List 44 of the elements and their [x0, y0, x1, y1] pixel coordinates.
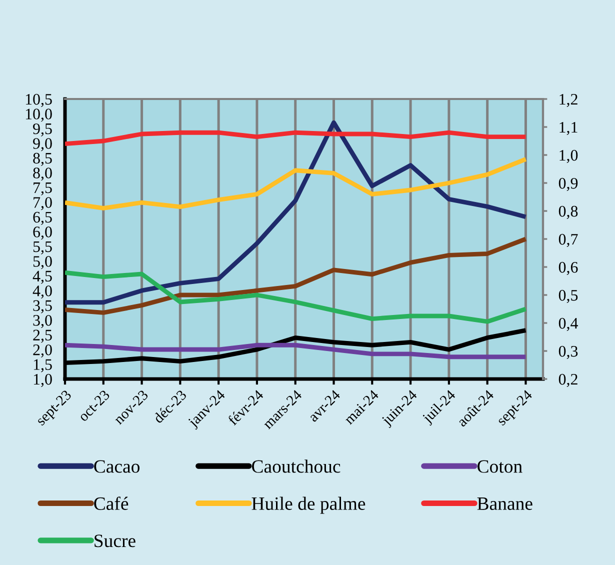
- legend-label: Café: [94, 496, 128, 510]
- y-tick-label: 4,5: [32, 270, 52, 284]
- y-tick-label: 5,5: [33, 241, 52, 254]
- y-tick-label: 6,5: [33, 212, 52, 225]
- legend-label: Cacao: [94, 460, 140, 473]
- y-tick-label: 2,0: [33, 344, 52, 358]
- line-series: [65, 270, 528, 324]
- y-tick-label: 6,0: [33, 226, 52, 240]
- y2-tick-label: 1,2: [560, 94, 578, 107]
- y2-tick-label: 0,3: [558, 346, 578, 359]
- y2-tick-label: 0,9: [558, 178, 578, 191]
- legend-label: Sucre: [94, 534, 136, 548]
- y-tick-label: 9,0: [33, 138, 52, 152]
- y-tick-label: 10,5: [26, 94, 52, 107]
- y-tick-label: 4,0: [32, 286, 52, 299]
- y-tick-label: 3,5: [33, 300, 52, 314]
- y2-tick-label: 1,0: [560, 150, 578, 163]
- y-tick-label: 1,5: [34, 359, 52, 372]
- y2-tick-label: 0,5: [558, 290, 578, 303]
- line-series: [65, 130, 528, 146]
- line-series: [65, 156, 528, 210]
- y-tick-label: 10,0: [26, 108, 52, 122]
- line-series: [65, 236, 528, 315]
- y-tick-label: 1,0: [34, 374, 52, 387]
- y2-tick-label: 0,8: [558, 206, 578, 219]
- y-tick-label: 8,5: [33, 152, 52, 166]
- legend-label: Huile de palme: [252, 496, 366, 514]
- y2-tick-label: 1,1: [560, 122, 578, 135]
- line-series: [65, 342, 528, 360]
- y-tick-label: 7,5: [34, 182, 52, 196]
- y2-tick-label: 0,6: [558, 262, 578, 275]
- y-tick-label: 5,0: [33, 256, 52, 270]
- y2-tick-label: 0,2: [558, 374, 578, 387]
- y-tick-label: 9,5: [33, 123, 52, 136]
- y2-tick-label: 0,4: [558, 318, 578, 331]
- y-tick-label: 8,0: [33, 168, 52, 181]
- y-tick-label: 2,5: [33, 330, 52, 343]
- y2-tick-label: 0,7: [558, 234, 578, 247]
- y-tick-label: 3,0: [33, 314, 52, 328]
- legend-label: Banane: [477, 498, 532, 510]
- line-series: [65, 120, 528, 305]
- legend-label: Coton: [478, 460, 522, 473]
- legend-label: Caoutchouc: [252, 460, 340, 473]
- y-tick-label: 7,0: [34, 197, 52, 210]
